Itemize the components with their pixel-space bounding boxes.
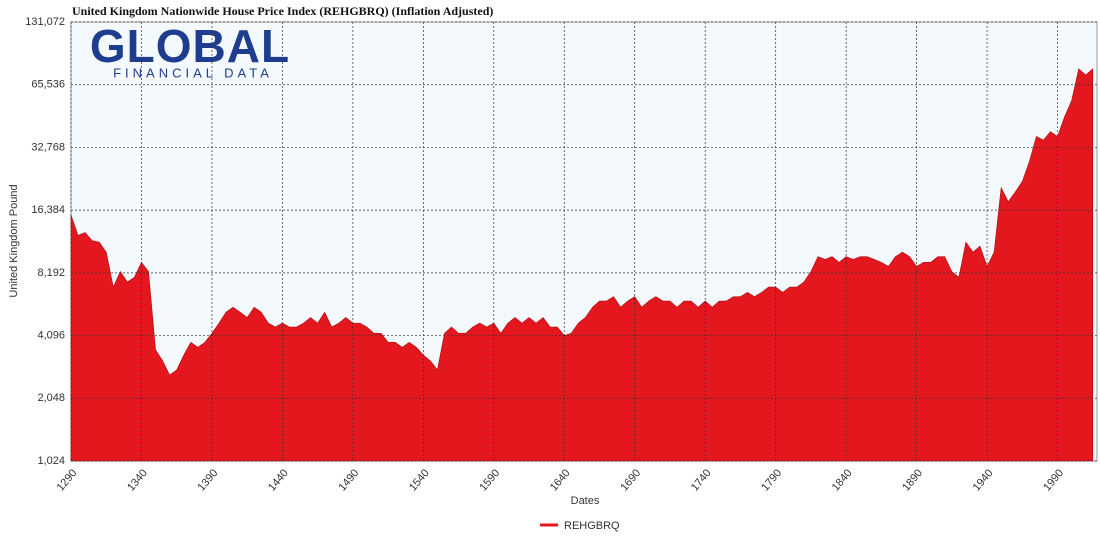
logo-name: GLOBAL: [90, 20, 290, 72]
x-tick-label: 1390: [196, 467, 221, 493]
x-tick-label: 1990: [1041, 467, 1066, 493]
y-tick-label: 8,192: [37, 267, 65, 279]
x-tick-label: 1490: [336, 467, 361, 493]
x-tick-label: 1540: [407, 467, 432, 493]
y-tick-label: 65,536: [31, 79, 65, 91]
x-tick-label: 1740: [689, 467, 714, 493]
y-tick-label: 16,384: [31, 204, 65, 216]
x-tick-label: 1690: [618, 467, 643, 493]
x-tick-label: 1790: [759, 467, 784, 493]
y-tick-label: 4,096: [37, 329, 65, 341]
y-tick-label: 32,768: [31, 141, 65, 153]
y-axis-label: United Kingdom Pound: [8, 184, 20, 297]
legend-label: REHGBRQ: [564, 520, 620, 532]
y-tick-label: 2,048: [37, 392, 65, 404]
x-tick-label: 1940: [971, 467, 996, 493]
y-tick-label: 131,072: [25, 16, 65, 28]
x-tick-label: 1290: [55, 467, 80, 493]
x-tick-label: 1590: [477, 467, 502, 493]
area: [70, 68, 1094, 462]
y-tick-label: 1,024: [37, 455, 65, 467]
x-axis-label: Dates: [571, 495, 600, 507]
x-tick-label: 1640: [548, 467, 573, 493]
x-tick-label: 1440: [266, 467, 291, 493]
logo-subtitle: FINANCIAL DATA: [113, 65, 273, 80]
x-tick-label: 1840: [830, 467, 855, 493]
chart-title: United Kingdom Nationwide House Price In…: [72, 4, 493, 18]
x-tick-label: 1890: [900, 467, 925, 493]
x-tick-label: 1340: [125, 467, 150, 493]
